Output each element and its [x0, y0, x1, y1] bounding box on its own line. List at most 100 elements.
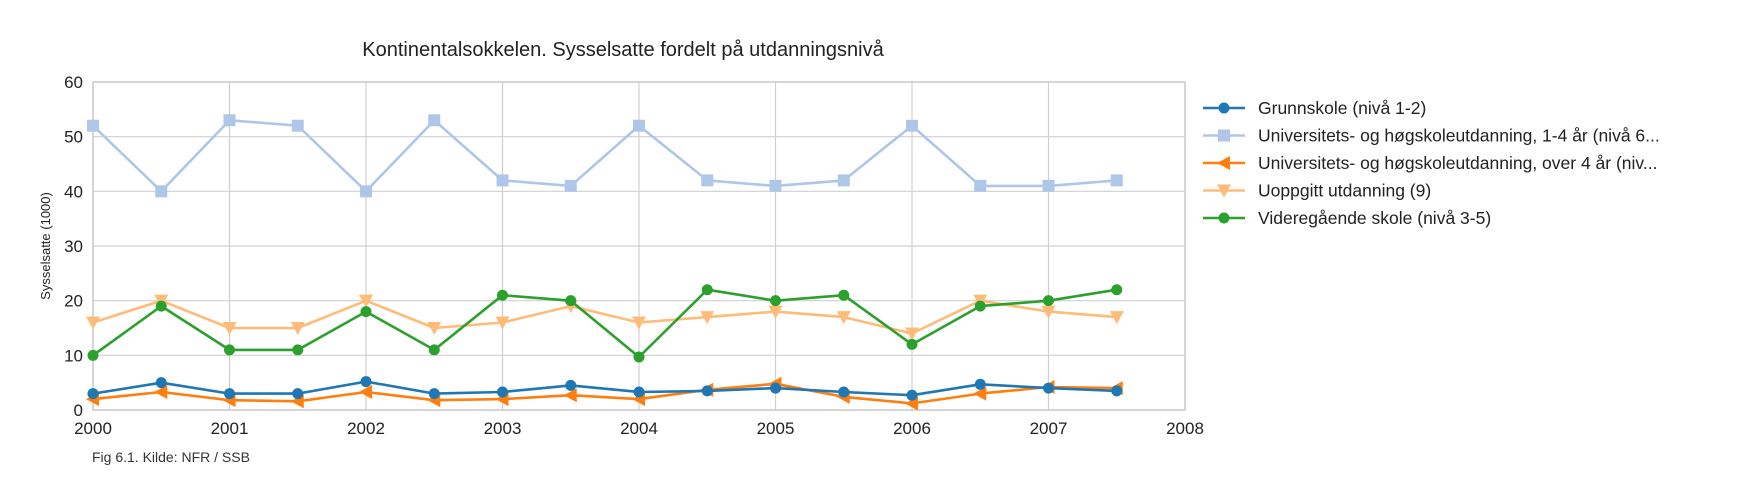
legend-label: Universitets- og høgskoleutdanning, over…	[1258, 153, 1657, 173]
x-tick-label: 2000	[74, 419, 112, 438]
y-tick-label: 10	[64, 346, 83, 365]
data-point	[1111, 284, 1123, 296]
data-point	[154, 384, 168, 399]
data-point	[359, 294, 373, 308]
x-tick-label: 2001	[211, 419, 249, 438]
data-point	[1109, 311, 1124, 325]
y-tick-label: 0	[74, 401, 83, 420]
data-point	[497, 386, 508, 398]
data-point	[428, 388, 440, 400]
data-point	[563, 388, 577, 403]
x-tick-label: 2002	[347, 419, 385, 438]
data-point	[155, 377, 167, 389]
data-point	[838, 386, 850, 398]
legend-label: Videregående skole (nivå 3-5)	[1258, 208, 1491, 228]
y-tick-label: 20	[64, 292, 83, 311]
data-point	[87, 119, 99, 132]
figure-caption: Fig 6.1. Kilde: NFR / SSB	[92, 449, 250, 465]
data-point	[1043, 382, 1054, 394]
data-point	[291, 119, 304, 132]
data-point	[906, 119, 918, 132]
series-3	[86, 294, 1124, 341]
data-point	[906, 389, 918, 401]
data-point	[565, 379, 577, 391]
data-point	[1110, 174, 1123, 187]
data-point	[495, 316, 510, 330]
data-point	[86, 316, 100, 330]
series-line	[92, 382, 1117, 405]
y-tick-label: 50	[64, 128, 83, 147]
x-axis: 2000 2001 2002 2003 2004 2005 2006 2007 2008	[74, 419, 1204, 438]
legend-item: Uoppgitt utdanning (9)	[1203, 181, 1431, 201]
x-tick-label: 2005	[757, 419, 795, 438]
legend-item: Grunnskole (nivå 1-2)	[1203, 98, 1426, 118]
data-point	[770, 295, 781, 307]
y-axis-label: Sysselsatte (1000)	[38, 192, 53, 300]
data-point	[290, 322, 305, 335]
data-point	[359, 384, 372, 399]
data-point	[633, 386, 645, 398]
data-point	[1041, 305, 1056, 319]
data-point	[223, 114, 236, 127]
data-point	[155, 185, 168, 198]
data-point	[700, 311, 715, 325]
data-point	[974, 378, 986, 390]
series-layer	[86, 114, 1124, 411]
data-point	[360, 185, 372, 198]
legend-label: Grunnskole (nivå 1-2)	[1258, 98, 1426, 118]
legend-item: Videregående skole (nivå 3-5)	[1203, 208, 1491, 228]
legend-item: Universitets- og høgskoleutdanning, 1-4 …	[1203, 126, 1660, 146]
x-tick-label: 2004	[620, 419, 658, 438]
data-point	[973, 386, 987, 401]
data-point	[565, 295, 577, 307]
legend: Grunnskole (nivå 1-2) Universitets- og hø…	[1203, 98, 1660, 228]
data-point	[701, 284, 713, 296]
data-point	[496, 174, 509, 187]
series-0	[87, 376, 1123, 401]
data-point	[768, 305, 783, 319]
x-tick-label: 2003	[484, 419, 522, 438]
y-tick-label: 60	[64, 73, 83, 92]
legend-marker	[1218, 102, 1230, 114]
legend-item: Universitets- og høgskoleutdanning, over…	[1203, 153, 1657, 173]
data-point	[836, 311, 851, 325]
data-point	[428, 344, 440, 356]
data-point	[905, 327, 919, 341]
data-point	[632, 316, 646, 330]
data-point	[770, 382, 781, 394]
data-point	[1043, 295, 1054, 307]
data-point	[497, 289, 508, 301]
data-point	[427, 322, 442, 335]
data-point	[360, 306, 372, 318]
chart-title: Kontinentalsokkelen. Sysselsatte fordelt…	[362, 39, 884, 61]
legend-marker	[1217, 184, 1231, 198]
data-point	[1042, 179, 1055, 192]
data-point	[428, 114, 441, 127]
data-point	[701, 174, 714, 187]
data-point	[974, 179, 987, 192]
data-point	[224, 388, 235, 400]
series-line	[92, 299, 1117, 335]
y-tick-label: 30	[64, 237, 83, 256]
data-point	[906, 338, 918, 350]
data-point	[837, 174, 850, 187]
legend-marker	[1218, 129, 1230, 142]
legend-label: Uoppgitt utdanning (9)	[1258, 181, 1431, 201]
series-line	[92, 288, 1118, 359]
data-point	[292, 388, 304, 400]
data-point	[292, 344, 304, 356]
x-tick-label: 2006	[893, 419, 931, 438]
y-axis: 0 10 20 30 40 50 60	[64, 73, 83, 420]
data-point	[564, 179, 577, 192]
series-line	[92, 380, 1117, 397]
data-point	[87, 349, 99, 361]
plot-area-border	[92, 81, 1186, 411]
legend-label: Universitets- og høgskoleutdanning, 1-4 …	[1258, 126, 1660, 146]
series-4	[87, 284, 1123, 363]
data-point	[974, 300, 986, 312]
data-point	[633, 351, 645, 363]
data-point	[769, 179, 782, 192]
series-1	[87, 114, 1123, 198]
data-point	[633, 119, 645, 132]
